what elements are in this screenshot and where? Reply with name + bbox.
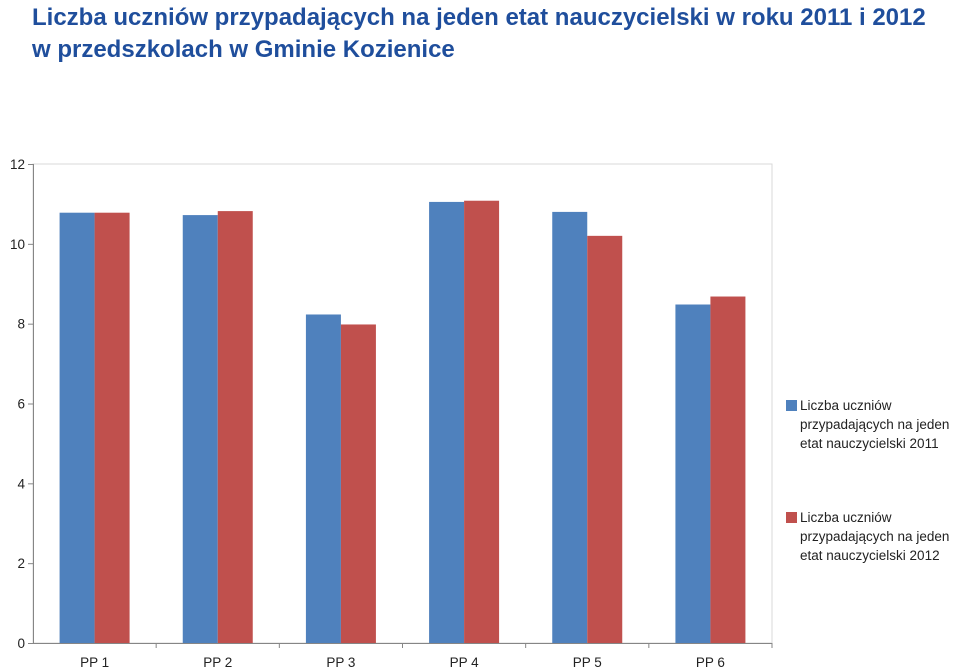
x-tick-label: PP 4 (450, 655, 480, 670)
bar-pp3-series-2 (340, 324, 376, 643)
y-tick-label: 6 (17, 397, 25, 412)
bar-pp6-series-2 (710, 296, 746, 643)
x-tick-label: PP 2 (203, 655, 232, 670)
bar-pp5-series-1 (552, 211, 588, 643)
y-tick-label: 8 (17, 317, 25, 332)
chart-title: Liczba uczniów przypadających na jeden e… (32, 2, 952, 66)
y-tick-label: 2 (17, 556, 25, 571)
bar-pp2-series-1 (182, 215, 218, 644)
y-tick-label: 10 (10, 237, 25, 252)
x-tick-label: PP 1 (80, 655, 109, 670)
bar-pp3-series-1 (305, 314, 341, 643)
legend-swatch (786, 512, 797, 523)
x-tick-label: PP 5 (573, 655, 602, 670)
legend-label: Liczba uczniów przypadających na jeden e… (800, 398, 950, 451)
bar-pp1-series-2 (94, 212, 130, 643)
plot-area-border (32, 163, 773, 644)
y-tick-label: 4 (17, 476, 25, 491)
legend-swatch (786, 400, 797, 411)
chart-title-line-1: Liczba uczniów przypadających na jeden e… (32, 4, 926, 31)
bar-pp4-series-1 (429, 201, 465, 643)
x-tick-label: PP 6 (696, 655, 725, 670)
bar-pp1-series-1 (59, 212, 95, 643)
chart-title-line-2: w przedszkolach w Gminie Kozienice (32, 36, 455, 63)
y-tick-label: 0 (17, 636, 25, 651)
legend-item-series-1: Liczba uczniów przypadających na jeden e… (786, 396, 958, 453)
bar-pp5-series-2 (587, 235, 623, 643)
legend-label: Liczba uczniów przypadających na jeden e… (800, 510, 950, 563)
legend-item-series-2: Liczba uczniów przypadających na jeden e… (786, 508, 958, 565)
bar-pp2-series-2 (217, 211, 253, 643)
x-tick-label: PP 3 (326, 655, 355, 670)
y-tick-label: 12 (10, 157, 25, 172)
bar-pp6-series-1 (675, 304, 711, 643)
bar-pp4-series-2 (464, 200, 500, 643)
